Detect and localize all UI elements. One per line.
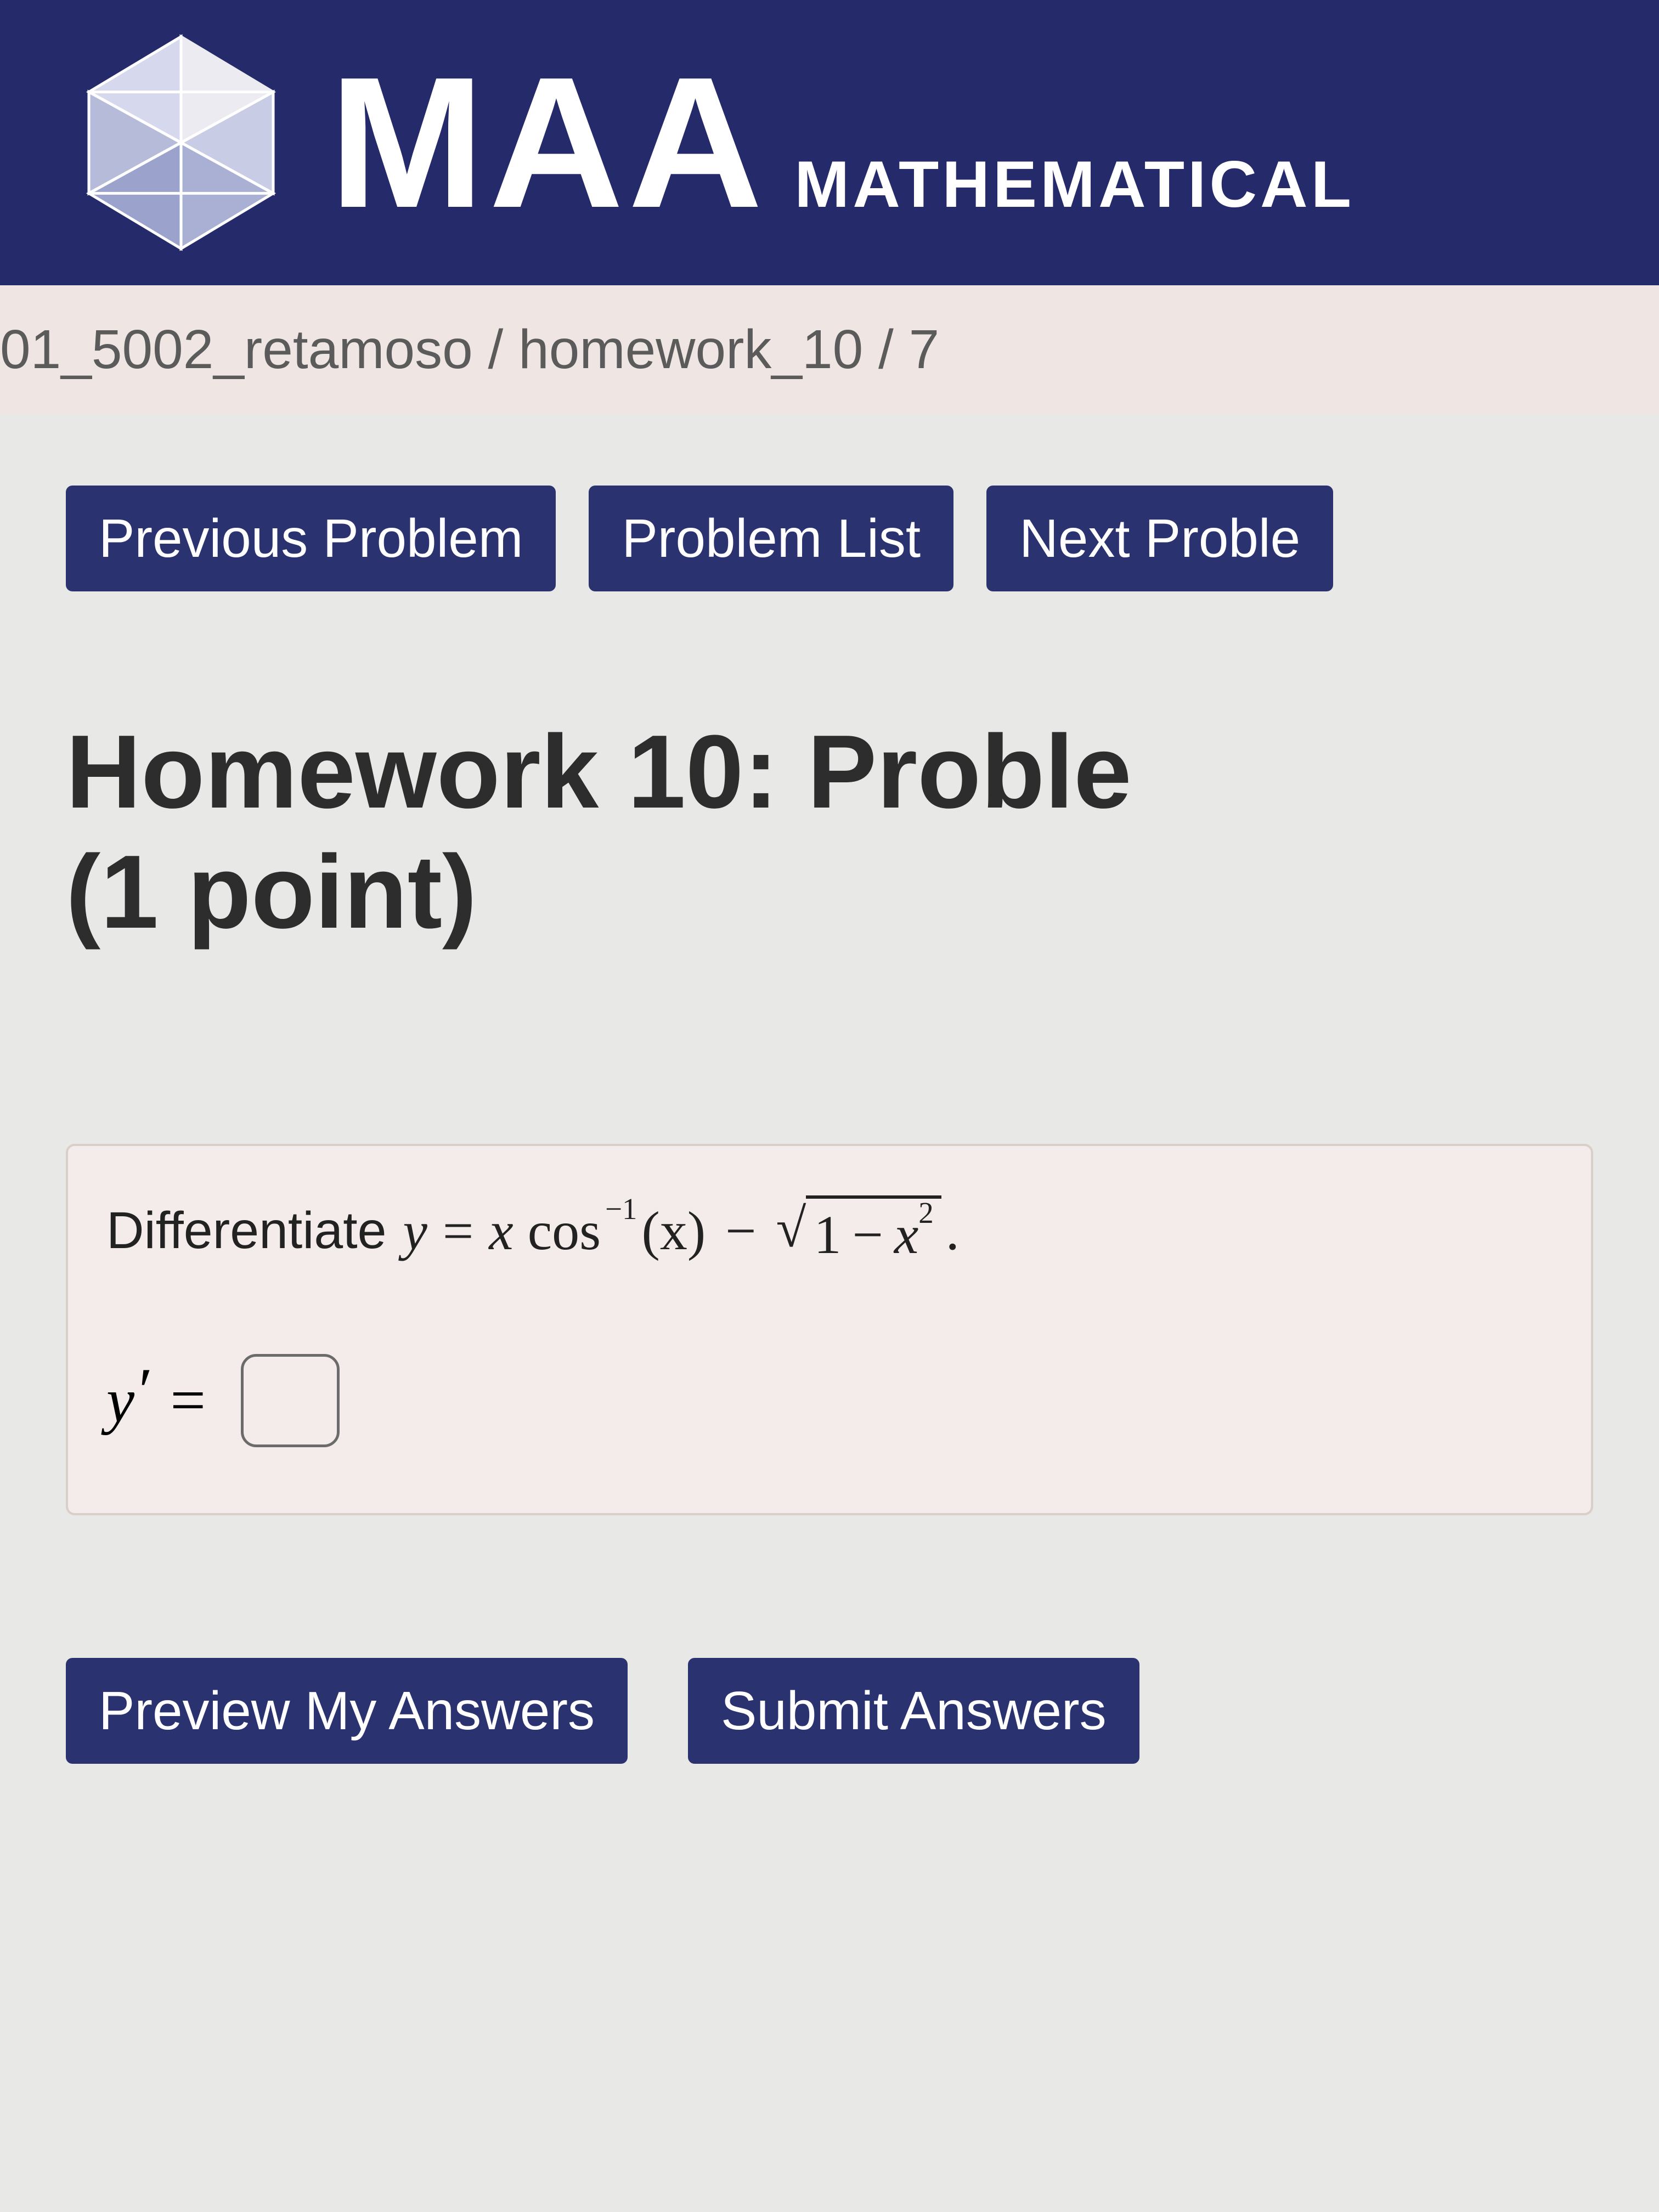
maa-logo-icon — [66, 27, 296, 258]
func-arg: (x) — [642, 1199, 706, 1262]
answer-var: y — [106, 1364, 134, 1437]
radicand-x: x — [894, 1203, 918, 1266]
period: . — [946, 1199, 960, 1262]
answer-eq: = — [170, 1364, 206, 1437]
radicand-minus: − — [852, 1203, 883, 1266]
action-buttons: Preview My Answers Submit Answers — [66, 1658, 1593, 1764]
logo-sub: MATHEMATICAL — [794, 151, 1355, 234]
content-area: Previous Problem Problem List Next Probl… — [0, 414, 1659, 1764]
answer-input[interactable] — [241, 1354, 340, 1447]
breadcrumb: 01_5002_retamoso / homework_10 / 7 — [0, 285, 1659, 414]
radicand-exp: 2 — [918, 1195, 934, 1230]
var-x: x — [489, 1199, 513, 1262]
logo-text: MAA MATHEMATICAL — [329, 49, 1355, 236]
answer-label: y′ = — [106, 1364, 219, 1437]
next-problem-button[interactable]: Next Proble — [986, 486, 1333, 591]
sqrt: √ 1 − x 2 — [776, 1195, 941, 1266]
var-y: y — [403, 1199, 427, 1262]
submit-answers-button[interactable]: Submit Answers — [688, 1658, 1139, 1764]
page-title: Homework 10: Proble (1 point) — [66, 712, 1593, 952]
radicand: 1 − x 2 — [806, 1195, 941, 1266]
prompt-prefix: Differentiate — [106, 1201, 387, 1261]
problem-nav: Previous Problem Problem List Next Probl… — [66, 486, 1593, 591]
radical-icon: √ — [776, 1201, 806, 1272]
problem-box: Differentiate y = x cos −1 (x) − √ 1 − x… — [66, 1144, 1593, 1515]
math-expression: y = x cos −1 (x) − √ 1 − x 2 . — [403, 1195, 960, 1266]
title-line-2: (1 point) — [66, 834, 477, 950]
answer-line: y′ = — [106, 1354, 1553, 1447]
func-cos: cos — [528, 1199, 601, 1262]
prime: ′ — [139, 1355, 153, 1427]
preview-answers-button[interactable]: Preview My Answers — [66, 1658, 628, 1764]
title-line-1: Homework 10: Proble — [66, 714, 1132, 830]
equals: = — [443, 1199, 473, 1262]
logo-main: MAA — [329, 49, 767, 236]
problem-prompt: Differentiate y = x cos −1 (x) − √ 1 − x… — [106, 1195, 1553, 1266]
problem-list-button[interactable]: Problem List — [589, 486, 953, 591]
header-bar: MAA MATHEMATICAL — [0, 0, 1659, 285]
minus: − — [725, 1199, 756, 1262]
previous-problem-button[interactable]: Previous Problem — [66, 486, 556, 591]
radicand-1: 1 — [814, 1203, 841, 1266]
exp-neg1: −1 — [605, 1192, 637, 1226]
